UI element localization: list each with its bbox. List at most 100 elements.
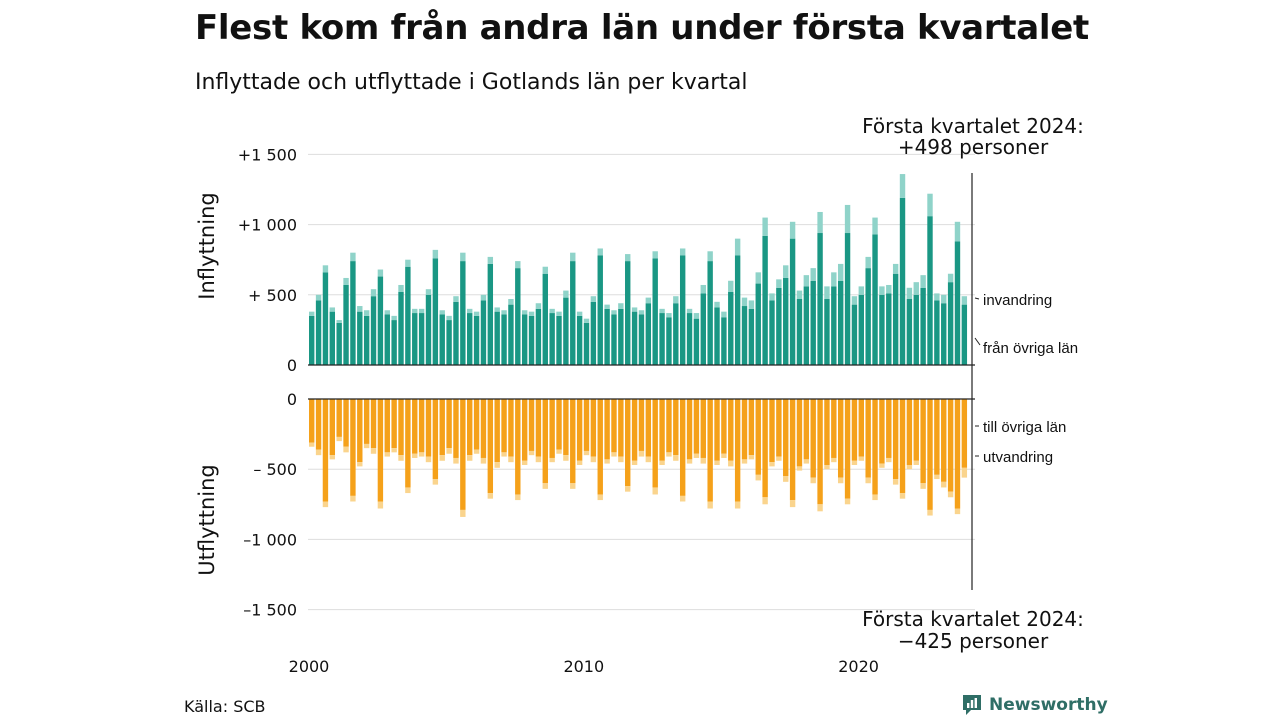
bar-till-ovriga-lan [563, 399, 569, 456]
bar-till-ovriga-lan [734, 399, 741, 502]
bar-till-ovriga-lan [837, 399, 844, 478]
bar-till-ovriga-lan [803, 399, 810, 460]
utvandring-label: utvandring [983, 449, 1053, 466]
bar-fran-ovriga-lan [425, 294, 432, 365]
bar-invandring [879, 286, 885, 295]
bar-till-ovriga-lan [467, 399, 473, 456]
bar-till-ovriga-lan [322, 399, 329, 502]
bar-till-ovriga-lan [377, 399, 384, 502]
bar-invandring [439, 310, 445, 315]
bar-fran-ovriga-lan [645, 303, 652, 365]
bar-invandring [769, 293, 775, 301]
bar-utvandring [508, 456, 514, 463]
bar-fran-ovriga-lan [583, 322, 590, 365]
bar-fran-ovriga-lan [597, 255, 603, 365]
bar-fran-ovriga-lan [934, 300, 940, 365]
bar-fran-ovriga-lan [576, 315, 583, 365]
bar-invandring [363, 310, 370, 316]
bar-fran-ovriga-lan [542, 273, 548, 365]
bar-till-ovriga-lan [309, 399, 315, 443]
y-tick-labels: +1 500 +1 000 + 500 0 0 – 500 –1 000 –1 500 [238, 145, 297, 619]
bar-till-ovriga-lan [783, 399, 789, 477]
bar-till-ovriga-lan [954, 399, 961, 509]
bar-till-ovriga-lan [762, 399, 768, 498]
bar-invandring [425, 289, 432, 295]
invandring-label: invandring [983, 292, 1052, 309]
bar-fran-ovriga-lan [673, 303, 679, 365]
bar-utvandring [418, 452, 425, 457]
bar-invandring [810, 268, 816, 281]
bar-utvandring [521, 460, 528, 465]
bar-invandring [412, 308, 418, 314]
bar-utvandring [638, 450, 645, 457]
bar-utvandring [707, 501, 713, 509]
bar-till-ovriga-lan [556, 399, 562, 450]
bar-utvandring [501, 452, 507, 457]
bar-till-ovriga-lan [700, 399, 706, 458]
bar-fran-ovriga-lan [309, 315, 315, 365]
bar-till-ovriga-lan [405, 399, 411, 488]
bar-till-ovriga-lan [343, 399, 349, 447]
bar-invandring [432, 249, 439, 259]
bar-till-ovriga-lan [851, 399, 858, 461]
bar-till-ovriga-lan [439, 399, 445, 456]
bar-till-ovriga-lan [892, 399, 899, 480]
bar-utvandring [659, 460, 665, 465]
bar-fran-ovriga-lan [570, 261, 576, 365]
bar-till-ovriga-lan [673, 399, 679, 456]
bar-till-ovriga-lan [652, 399, 658, 488]
bar-utvandring [872, 494, 878, 501]
bar-till-ovriga-lan [501, 399, 507, 453]
top-y-axis-label: Inflyttning [195, 192, 219, 299]
bar-utvandring [398, 455, 404, 461]
bottom-y-axis-label: Utflyttning [195, 464, 219, 576]
bar-invandring [625, 254, 631, 262]
bar-till-ovriga-lan [357, 399, 363, 463]
bar-fran-ovriga-lan [769, 300, 775, 365]
bar-till-ovriga-lan [535, 399, 542, 457]
bar-fran-ovriga-lan [439, 314, 445, 365]
bar-fran-ovriga-lan [817, 233, 823, 365]
bar-utvandring [817, 504, 823, 512]
bar-invandring [803, 275, 810, 287]
bar-fran-ovriga-lan [467, 313, 473, 365]
bar-fran-ovriga-lan [357, 311, 363, 365]
bar-fran-ovriga-lan [941, 303, 947, 365]
x-tick-label: 2010 [563, 657, 604, 676]
bar-invandring [391, 315, 397, 321]
bar-fran-ovriga-lan [686, 313, 693, 365]
bar-fran-ovriga-lan [920, 287, 926, 365]
bar-utvandring [947, 491, 954, 498]
bar-fran-ovriga-lan [734, 255, 741, 365]
bar-invandring [453, 296, 459, 302]
bar-invandring [886, 284, 892, 294]
bar-utvandring [528, 450, 535, 456]
bar-utvandring [941, 481, 947, 488]
bar-till-ovriga-lan [872, 399, 878, 495]
bar-till-ovriga-lan [796, 399, 803, 467]
bar-utvandring [322, 501, 329, 508]
bar-utvandring [892, 479, 899, 485]
x-tick-labels: 2000 2010 2020 [289, 657, 879, 676]
bar-invandring [309, 311, 315, 316]
bar-utvandring [625, 486, 631, 492]
annotation-bottom-line2: −425 personer [898, 629, 1049, 653]
bar-fran-ovriga-lan [851, 304, 858, 365]
bar-utvandring [824, 464, 830, 470]
bar-fran-ovriga-lan [954, 241, 961, 365]
bar-till-ovriga-lan [707, 399, 713, 502]
y-tick-label: +1 000 [238, 216, 297, 235]
bar-till-ovriga-lan [899, 399, 906, 494]
bar-utvandring [494, 462, 500, 468]
bar-till-ovriga-lan [858, 399, 864, 457]
bar-till-ovriga-lan [363, 399, 370, 444]
bar-till-ovriga-lan [714, 399, 720, 461]
bar-utvandring [549, 457, 555, 463]
bar-invandring [377, 269, 384, 277]
bar-fran-ovriga-lan [659, 313, 665, 365]
annotation-top-line1: Första kvartalet 2024: [862, 114, 1084, 138]
bar-invandring [762, 217, 768, 236]
bar-utvandring [645, 456, 652, 463]
bar-utvandring [604, 459, 610, 464]
bar-till-ovriga-lan [776, 399, 782, 457]
